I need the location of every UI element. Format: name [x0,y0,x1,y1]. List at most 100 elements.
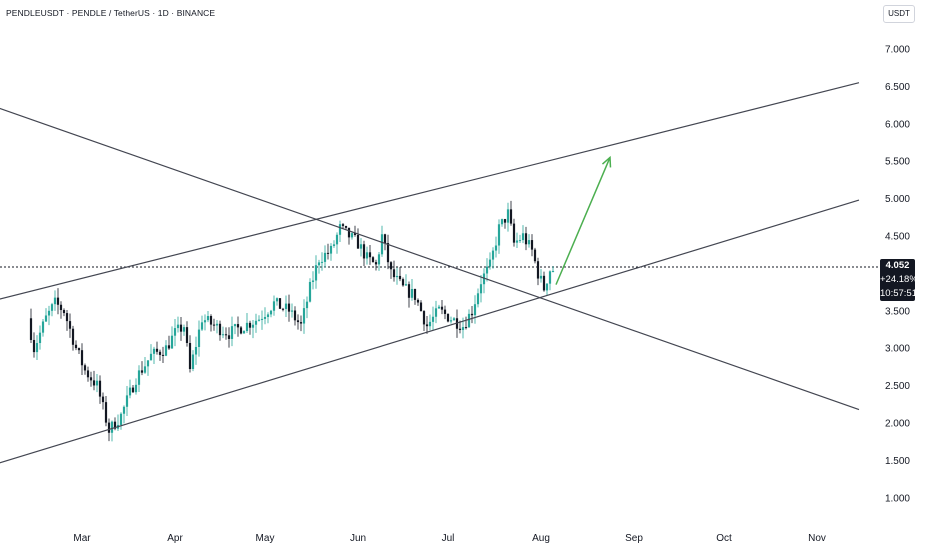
candle [335,232,339,254]
candle [392,260,396,282]
candle [125,386,129,417]
candle [254,313,258,333]
candle [221,326,225,339]
candle [509,200,513,226]
candle [263,307,267,325]
candle [500,218,504,227]
candle [311,271,315,290]
candle [86,366,90,382]
time-axis[interactable]: Mar Apr May Jun Jul Aug Sep Oct Nov [73,533,826,544]
candle [548,270,552,291]
candle [119,412,123,430]
candle [320,252,324,271]
candles-layer [29,200,555,442]
candle [260,310,264,330]
projection-arrow-head [601,155,612,168]
candle [83,363,87,375]
time-axis-tick: Apr [167,533,183,544]
candle [302,299,306,334]
projection-arrow[interactable] [555,155,612,285]
candle [425,315,429,334]
candle [440,299,444,315]
candle [431,306,435,330]
price-axis-tick: 5.000 [885,194,910,205]
time-axis-tick: May [256,533,275,544]
time-axis-tick: Nov [808,533,826,544]
candle [413,288,417,305]
price-axis-tick: 2.500 [885,381,910,392]
candle [389,261,393,279]
price-axis-tick: 6.500 [885,82,910,93]
candle [395,267,399,285]
candle [233,323,237,335]
price-axis-tick: 3.000 [885,344,910,355]
candle [167,335,171,350]
candle [398,266,402,282]
candle [32,332,36,358]
candle [386,234,390,270]
candle [101,392,105,410]
price-axis-tick: 1.500 [885,456,910,467]
candle [377,251,381,271]
candle [281,307,285,312]
candle [290,303,294,318]
candle [527,234,531,248]
candle [152,346,156,364]
candle [59,301,63,319]
trendline[interactable] [0,98,860,411]
currency-button[interactable]: USDT [883,5,915,23]
candle [80,343,84,375]
candle [536,257,540,286]
candle [407,281,411,308]
candle [530,234,534,257]
candle [68,313,72,338]
candle [98,375,102,404]
candle [524,226,528,251]
candle [212,318,216,331]
candle [131,384,135,393]
trendlines-layer[interactable] [0,82,860,472]
candle [230,316,234,347]
candle [269,309,273,318]
price-axis[interactable]: 7.000 6.500 6.000 5.500 5.000 4.500 3.500 3.000… [885,45,910,505]
candle [284,295,288,317]
candle [494,236,498,258]
last-price-value: 4.052 [885,260,910,271]
candle [491,247,495,269]
time-axis-tick: Sep [625,533,643,544]
candle [143,356,147,374]
candle [242,330,246,334]
candle [134,378,138,395]
trendline[interactable] [0,199,860,472]
projection-arrow-shaft [555,157,611,285]
candle [296,314,300,330]
candle [155,341,159,355]
candle [140,361,144,376]
candle [545,283,549,296]
candle [194,336,198,365]
candle [488,252,492,270]
candle [443,305,447,320]
candle [287,294,291,322]
candle [353,225,357,237]
candle [203,314,207,331]
candle [356,228,360,249]
candle [515,232,519,249]
candle [197,320,201,357]
trendline[interactable] [0,82,860,307]
candle [338,220,342,242]
candle [182,324,186,336]
last-price-label: 4.052 +24.18% 10:57:51 [880,259,918,301]
candle [332,240,336,248]
candle [122,405,126,424]
candle [542,271,546,292]
candle [275,297,279,306]
candle [137,365,141,393]
candle [95,374,99,393]
candle [305,296,309,319]
candle [326,243,330,260]
candle [251,319,255,339]
candle [41,318,45,337]
